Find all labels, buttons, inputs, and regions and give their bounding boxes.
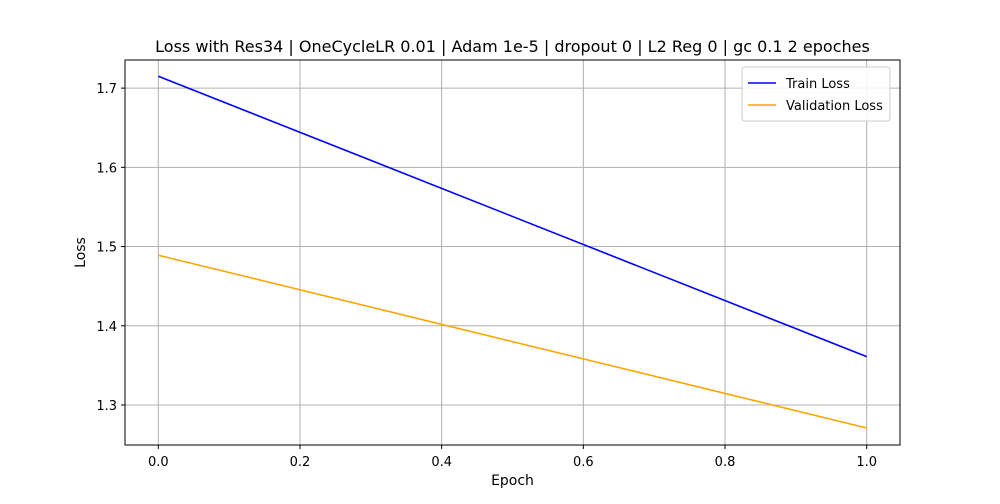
x-tick-label: 0.2 (290, 455, 311, 470)
legend-frame (741, 66, 891, 122)
legend-label: Train Loss (785, 77, 850, 92)
y-tick-label: 1.3 (96, 399, 117, 414)
series-line (158, 75, 867, 358)
series-lines (158, 75, 867, 429)
y-axis-ticks: 1.3 1.4 1.5 1.6 1.7 (96, 82, 125, 414)
x-tick-label: 0.6 (573, 455, 594, 470)
x-tick-label: 1.0 (856, 455, 877, 470)
x-axis-ticks: 0.0 0.2 0.4 0.6 0.8 1.0 (148, 445, 877, 470)
y-tick-label: 1.5 (96, 241, 117, 256)
chart-title: Loss with Res34 | OneCycleLR 0.01 | Adam… (155, 37, 870, 56)
plot-frame (124, 59, 901, 446)
x-tick-label: 0.4 (431, 455, 452, 470)
y-tick-label: 1.4 (96, 320, 117, 335)
x-axis-label: Epoch (491, 473, 534, 489)
y-tick-label: 1.7 (96, 82, 117, 97)
legend-label: Validation Loss (786, 99, 883, 114)
series-line (158, 254, 867, 429)
y-tick-label: 1.6 (96, 161, 117, 176)
x-tick-label: 0.0 (148, 455, 169, 470)
y-axis-label: Loss (73, 237, 89, 268)
x-tick-label: 0.8 (715, 455, 736, 470)
legend: Train Loss Validation Loss (741, 66, 891, 122)
